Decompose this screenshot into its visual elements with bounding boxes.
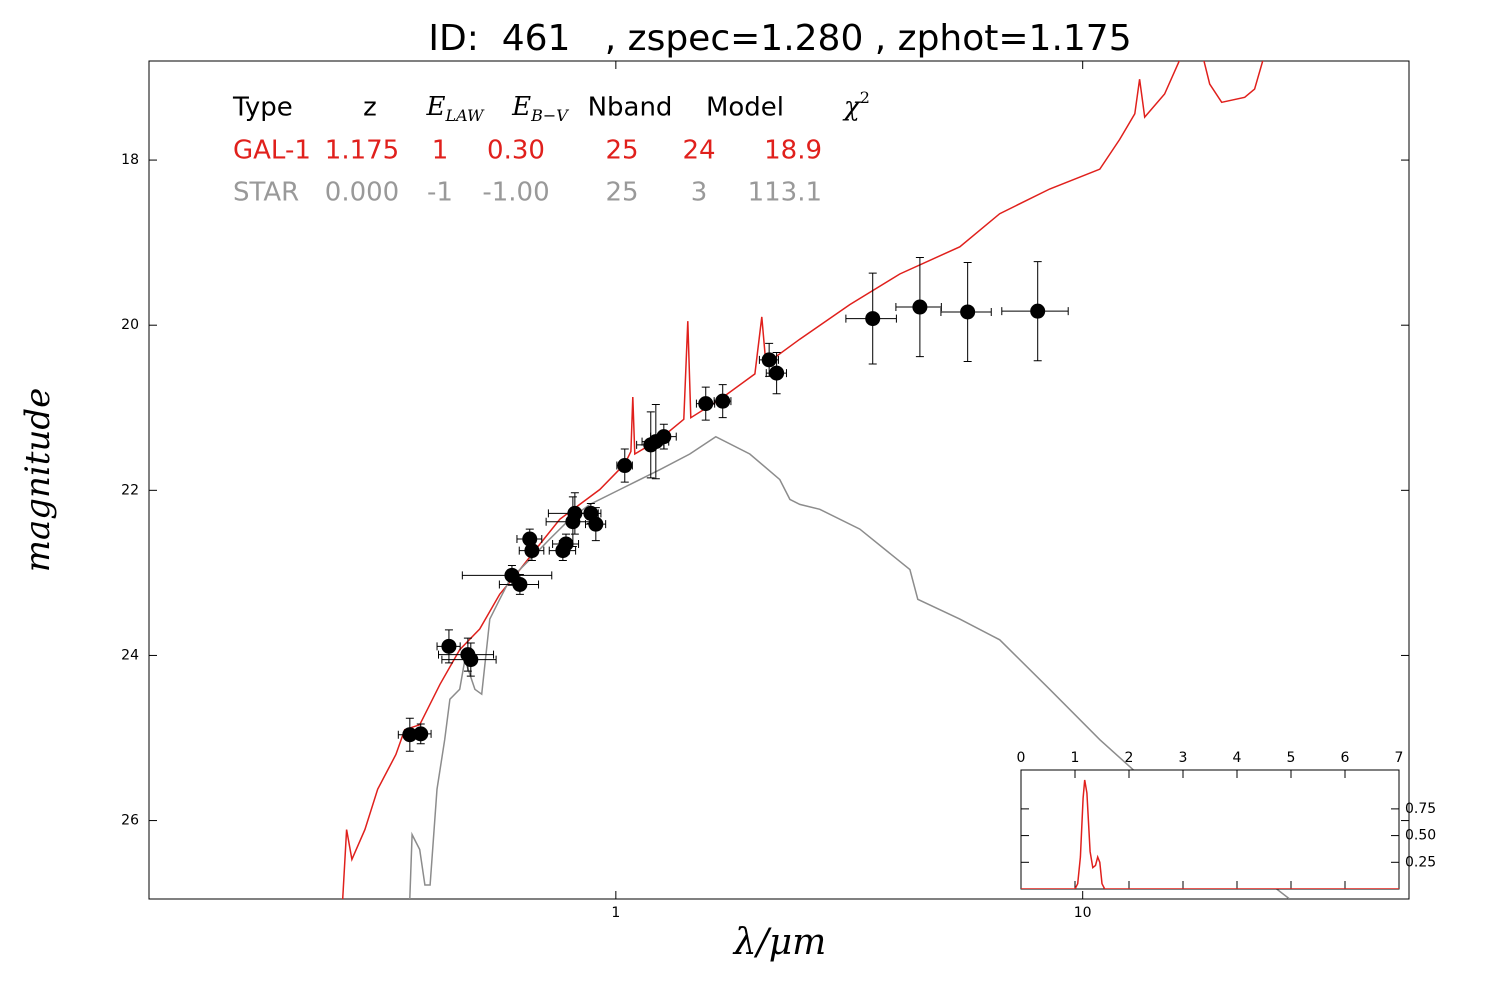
table-header: χ2	[842, 88, 870, 123]
y-tick-label: 22	[121, 482, 139, 498]
data-point	[769, 365, 785, 381]
table-header: ELAW	[426, 92, 486, 125]
y-tick-label: 18	[121, 152, 139, 168]
data-point	[761, 352, 777, 368]
table-cell: 25	[605, 178, 638, 208]
data-point	[715, 393, 731, 409]
table-header: EB−V	[511, 92, 569, 125]
table-cell: STAR	[233, 178, 299, 208]
x-tick-label: 5	[1287, 750, 1296, 766]
header-symbol: E	[511, 92, 531, 122]
y-tick-label: 0.50	[1405, 828, 1436, 844]
model-line	[1021, 779, 1399, 889]
x-tick-label: 2	[1125, 750, 1134, 766]
data-point	[960, 304, 976, 320]
data-point	[1030, 303, 1046, 319]
header-subscript: LAW	[445, 106, 486, 125]
table-cell: 18.9	[764, 136, 822, 166]
model-line	[341, 61, 1264, 899]
y-tick-label: 26	[121, 813, 139, 829]
x-tick-label: 6	[1341, 750, 1350, 766]
x-tick-label: 4	[1233, 750, 1242, 766]
plot-area	[341, 61, 1291, 899]
table-cell: 24	[682, 136, 715, 166]
inset-plot: 0 1 2 3 4 5 6 7 0.25 0.50 0.75	[1017, 750, 1436, 890]
y-tick-label: 0.25	[1405, 854, 1436, 870]
header-symbol: E	[426, 92, 446, 122]
x-tick-label: 3	[1179, 750, 1188, 766]
table-cell: 25	[605, 136, 638, 166]
table-header: z	[363, 93, 377, 123]
plot-area	[1021, 779, 1399, 889]
table-cell: 0.30	[487, 136, 545, 166]
table-cell: -1.00	[482, 178, 549, 208]
data-point	[512, 576, 528, 592]
data-point	[698, 396, 714, 412]
table-header: Model	[706, 93, 784, 123]
data-point	[522, 531, 538, 547]
data-point	[865, 311, 881, 327]
inset-background	[1021, 770, 1399, 889]
model-line	[409, 435, 1291, 899]
header-subscript: B−V	[530, 106, 569, 125]
chart-title: ID: 461 , zspec=1.280 , zphot=1.175	[428, 18, 1131, 59]
data-point	[413, 726, 429, 742]
table-cell: GAL-1	[233, 136, 311, 166]
table-cell: 1.175	[325, 136, 399, 166]
data-point	[567, 505, 583, 521]
y-axis-label: magnitude	[18, 388, 58, 573]
table-header: Nband	[588, 93, 673, 123]
header-superscript: 2	[860, 88, 870, 107]
y-tick-label: 20	[121, 317, 139, 333]
table-cell: 1	[432, 136, 449, 166]
x-tick-label: 0	[1017, 750, 1026, 766]
data-point	[912, 299, 928, 315]
y-tick-label: 24	[121, 647, 139, 663]
data-point	[463, 652, 479, 668]
table-cell: 113.1	[748, 178, 822, 208]
x-tick-label: 10	[1074, 905, 1092, 921]
table-header: Type	[232, 93, 293, 123]
x-axis-label: λ/μm	[732, 922, 826, 963]
data-point	[656, 429, 672, 445]
data-point	[558, 536, 574, 552]
data-point	[441, 638, 457, 654]
y-tick-label: 0.75	[1405, 801, 1436, 817]
x-tick-label: 1	[1071, 750, 1080, 766]
plot-frame	[148, 60, 1410, 900]
data-point	[524, 543, 540, 559]
table-cell: 3	[691, 178, 708, 208]
x-tick-label: 7	[1395, 750, 1404, 766]
x-tick-label: 1	[611, 905, 620, 921]
header-symbol: χ	[842, 92, 862, 122]
table-cell: 0.000	[325, 178, 399, 208]
data-point	[588, 516, 604, 532]
data-point	[617, 458, 633, 474]
table-cell: -1	[427, 178, 453, 208]
